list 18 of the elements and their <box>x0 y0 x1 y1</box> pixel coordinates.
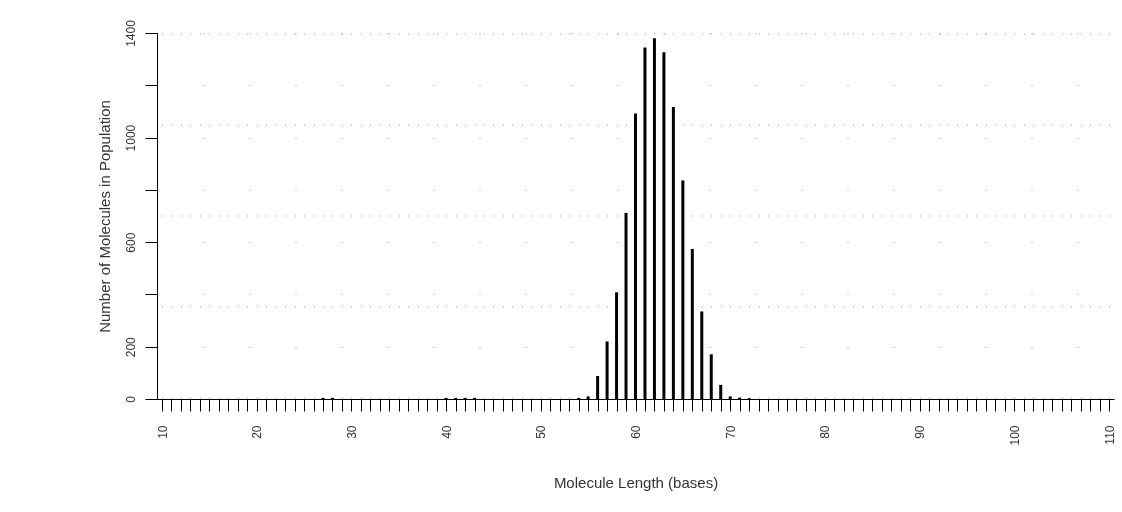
x-tick-label: 30 <box>344 425 359 439</box>
x-tick-label: 90 <box>913 425 928 439</box>
x-tick-label: 10 <box>155 425 170 439</box>
y-axis-title: Number of Molecules in Population <box>95 100 113 333</box>
x-tick-label: 50 <box>534 425 549 439</box>
x-axis-title: Molecule Length (bases) <box>553 473 719 491</box>
x-tick-label: 60 <box>629 425 643 439</box>
x-tick-label: 100 <box>1007 425 1022 446</box>
y-tick-label: 1400 <box>123 19 138 47</box>
x-tick-label: 40 <box>439 425 454 439</box>
x-tick-label: 20 <box>250 425 265 439</box>
y-tick-label: 200 <box>123 336 138 358</box>
y-tick-label: 600 <box>123 232 138 253</box>
x-tick-label: 110 <box>1102 425 1117 445</box>
y-tick-label: 1000 <box>123 124 138 152</box>
x-tick-label: 80 <box>818 425 833 439</box>
y-tick-label: 0 <box>123 395 138 403</box>
x-tick-label: 70 <box>723 425 738 439</box>
